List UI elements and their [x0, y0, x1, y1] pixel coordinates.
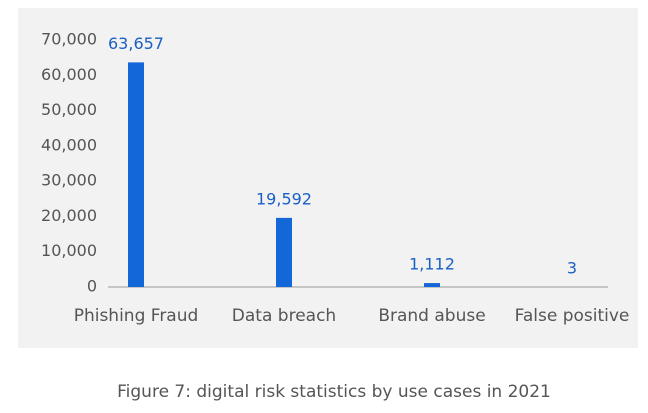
value-label: 19,592: [256, 189, 312, 208]
value-label: 3: [567, 258, 577, 277]
y-tick-label: 30,000: [41, 171, 97, 190]
y-tick-label: 10,000: [41, 241, 97, 260]
x-tick-label: False positive: [515, 306, 630, 326]
y-tick-label: 70,000: [41, 30, 97, 49]
value-label: 1,112: [409, 255, 455, 274]
y-tick-label: 60,000: [41, 65, 97, 84]
x-tick-label: Phishing Fraud: [74, 306, 199, 326]
value-label: 63,657: [108, 34, 164, 53]
chart-panel: [18, 8, 638, 348]
y-tick-label: 40,000: [41, 135, 97, 154]
y-tick-label: 50,000: [41, 100, 97, 119]
bar: [424, 283, 440, 287]
bar: [128, 62, 144, 287]
y-tick-label: 20,000: [41, 206, 97, 225]
caption: Figure 7: digital risk statistics by use…: [117, 382, 551, 402]
x-tick-label: Data breach: [232, 306, 336, 326]
bar: [276, 217, 292, 287]
y-tick-label: 0: [87, 277, 97, 296]
x-tick-label: Brand abuse: [378, 306, 485, 326]
